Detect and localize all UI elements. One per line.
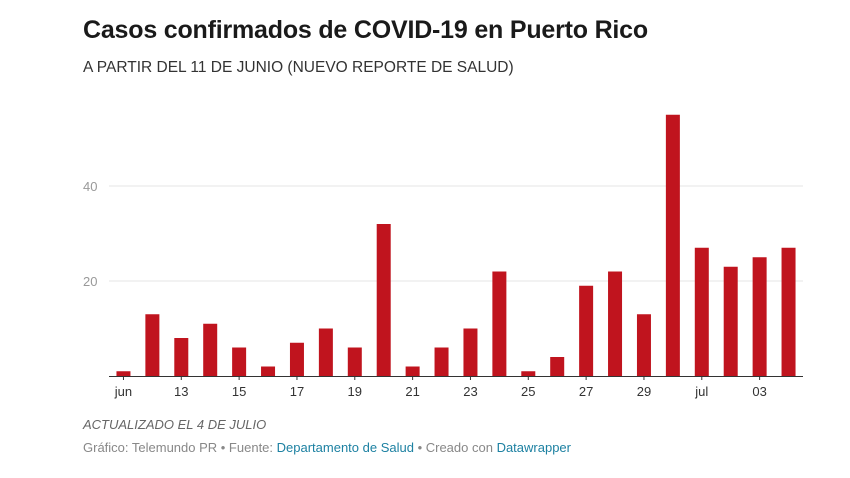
x-tick-label: 25	[521, 384, 535, 399]
x-tick-label: 19	[348, 384, 362, 399]
bar	[376, 224, 391, 376]
source-line: Gráfico: Telemundo PR • Fuente: Departam…	[83, 440, 571, 455]
datawrapper-link[interactable]: Datawrapper	[496, 440, 571, 455]
y-tick-label: 40	[83, 179, 97, 194]
update-note: ACTUALIZADO EL 4 DE JULIO	[83, 417, 267, 432]
x-tick-label: 23	[463, 384, 477, 399]
x-tick-label: 03	[752, 384, 766, 399]
bar	[723, 266, 738, 376]
bar	[232, 347, 247, 376]
bar	[781, 247, 796, 376]
bar	[492, 271, 507, 376]
source-prefix: Gráfico: Telemundo PR • Fuente:	[83, 440, 277, 455]
x-tick-label: 27	[579, 384, 593, 399]
source-mid: • Creado con	[413, 440, 497, 455]
chart-subtitle: A PARTIR DEL 11 DE JUNIO (NUEVO REPORTE …	[83, 59, 514, 76]
x-tick-label: 29	[637, 384, 651, 399]
bar	[203, 323, 218, 376]
bar	[405, 366, 420, 376]
x-tick-label: 17	[290, 384, 304, 399]
bar	[550, 357, 565, 376]
x-tick-label: 21	[405, 384, 419, 399]
bar	[579, 285, 594, 376]
bar	[665, 114, 680, 376]
x-tick-label: jul	[694, 384, 708, 399]
chart-title: Casos confirmados de COVID-19 en Puerto …	[83, 16, 648, 44]
bar	[608, 271, 623, 376]
bar	[463, 328, 478, 376]
bar	[318, 328, 333, 376]
bar	[434, 347, 449, 376]
bar	[145, 314, 160, 376]
source-link[interactable]: Departamento de Salud	[276, 440, 414, 455]
bar	[752, 257, 767, 376]
bar	[261, 366, 276, 376]
bar	[174, 338, 189, 376]
y-tick-label: 20	[83, 274, 97, 289]
bar	[521, 371, 536, 376]
x-tick-label: jun	[114, 384, 132, 399]
bar	[347, 347, 362, 376]
x-tick-label: 15	[232, 384, 246, 399]
bar	[636, 314, 651, 376]
bar	[289, 342, 304, 376]
x-tick-label: 13	[174, 384, 188, 399]
bar	[694, 247, 709, 376]
bar	[116, 371, 131, 376]
